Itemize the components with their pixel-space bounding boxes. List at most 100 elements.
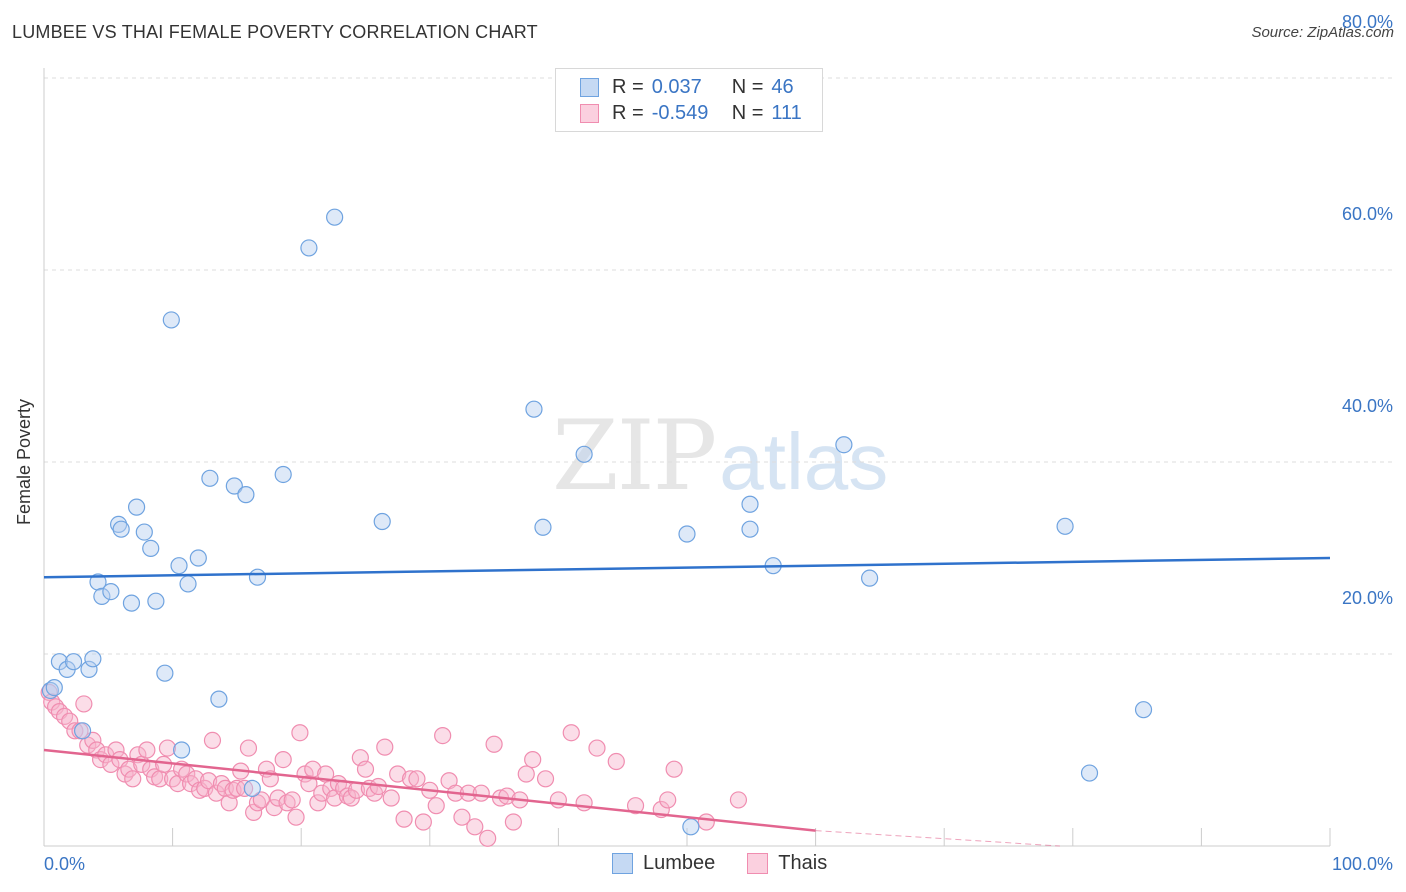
thais-point [207, 784, 225, 802]
watermark-zip: ZIP [552, 400, 717, 512]
thais-point [588, 739, 606, 757]
thais-legend-label: Thais [778, 852, 828, 874]
thais-point [607, 752, 625, 771]
y-tick-labels: 20.0% 40.0% 60.0% 80.0% [1342, 12, 1393, 608]
legend-item-thais[interactable]: Thais [747, 852, 827, 875]
thais-point [287, 808, 305, 826]
lumbee-point [682, 818, 700, 836]
lumbee-point [1056, 517, 1074, 535]
thais-point [376, 738, 394, 756]
lumbee-point [225, 477, 243, 495]
lumbee-point [142, 539, 160, 558]
thais-point [626, 797, 645, 815]
lumbee-swatch [580, 77, 599, 97]
lumbee-point [135, 523, 153, 541]
lumbee-point [93, 587, 111, 606]
thais-point [434, 726, 452, 745]
lumbee-point [248, 568, 267, 586]
lumbee-point [147, 592, 165, 610]
thais-legend-swatch [747, 853, 769, 874]
lumbee-point [80, 660, 98, 678]
thais-point [389, 765, 407, 783]
legend-item-lumbee[interactable]: Lumbee [612, 852, 715, 875]
trend-lines [43, 556, 1331, 847]
thais-point [313, 784, 331, 802]
lumbee-point [741, 495, 759, 513]
lumbee-point [243, 779, 261, 798]
lumbee-point [64, 653, 83, 671]
lumbee-point [835, 436, 853, 454]
thais-point [498, 787, 516, 805]
thais-point [283, 791, 301, 809]
thais-point [466, 818, 484, 836]
correlation-legend: R = 0.037 N = 46 R = -0.549 N = 111 [555, 68, 823, 132]
lumbee-point [373, 512, 391, 531]
lumbee-point [45, 678, 63, 697]
thais-point [472, 784, 490, 802]
thais-point [729, 791, 748, 809]
thais-r-label: R = [612, 101, 644, 124]
lumbee-point [1080, 764, 1099, 782]
thais-point [395, 810, 413, 828]
thais-n-label: N = [731, 101, 764, 124]
lumbee-n-label: N = [731, 75, 764, 98]
lumbee-point [112, 520, 130, 538]
y-tick-label: 80.0% [1342, 12, 1393, 32]
thais-trend-extension [815, 830, 1060, 847]
lumbee-point [861, 569, 879, 587]
axes: 0.0% 100.0% [43, 68, 1393, 874]
thais-point [252, 791, 270, 809]
thais-point [278, 794, 296, 812]
thais-point [55, 707, 74, 726]
lumbee-r-value: 0.037 [651, 75, 702, 98]
thais-point [382, 789, 400, 807]
lumbee-point [534, 518, 552, 536]
lumbee-point [162, 311, 180, 329]
legend-row-thais: R = -0.549 N = 111 [580, 101, 802, 125]
thais-point [245, 803, 263, 822]
thais-points [40, 683, 748, 847]
lumbee-point [1134, 701, 1153, 719]
lumbee-point [678, 525, 696, 543]
thais-point [562, 724, 580, 742]
lumbee-point [179, 575, 197, 593]
lumbee-point [525, 400, 543, 418]
lumbee-point [173, 741, 191, 759]
thais-point [401, 770, 420, 788]
source-label: Source: ZipAtlas.com [1251, 24, 1394, 41]
lumbee-point [201, 469, 219, 487]
lumbee-r-label: R = [612, 75, 644, 98]
x-tick-label: 0.0% [44, 854, 85, 874]
thais-point [536, 770, 555, 788]
lumbee-point [109, 515, 128, 534]
lumbee-point [189, 549, 207, 567]
thais-n-value: 111 [771, 101, 802, 124]
lumbee-legend-label: Lumbee [643, 852, 716, 874]
thais-point [203, 731, 222, 750]
thais-point [309, 794, 327, 812]
thais-trend-line [43, 748, 816, 832]
thais-point [697, 813, 715, 831]
thais-point [659, 791, 677, 809]
thais-point [575, 794, 593, 812]
thais-point [75, 695, 93, 713]
thais-swatch [580, 103, 599, 123]
thais-point [453, 808, 471, 826]
thais-point [274, 750, 292, 769]
thais-point [414, 813, 432, 831]
lumbee-point [127, 498, 146, 516]
y-axis-label: Female Poverty [14, 398, 34, 525]
thais-point [356, 760, 375, 778]
y-tick-label: 40.0% [1342, 396, 1393, 416]
thais-r-value: -0.549 [651, 101, 709, 124]
lumbee-trend-line [43, 556, 1331, 579]
thais-point [524, 750, 542, 769]
thais-point [158, 739, 177, 757]
legend-row-lumbee: R = 0.037 N = 46 [580, 75, 794, 99]
thais-point [120, 760, 138, 778]
thais-point [427, 797, 445, 815]
thais-point [291, 724, 309, 742]
lumbee-point [84, 650, 102, 668]
lumbee-point [170, 557, 188, 575]
